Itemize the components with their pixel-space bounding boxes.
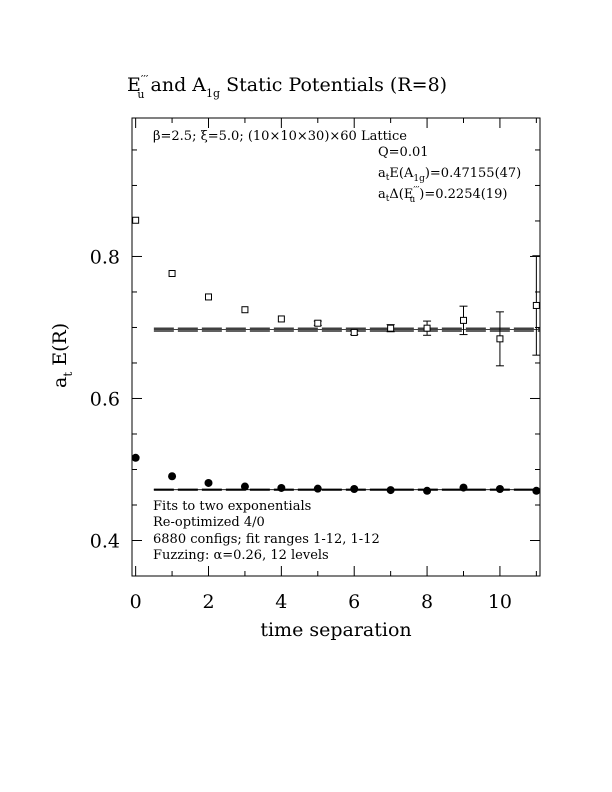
data-point-circle <box>240 482 249 491</box>
data-point-circle <box>350 485 359 494</box>
y-axis-label: at E(R) <box>49 323 75 388</box>
data-point-square <box>168 270 176 278</box>
data-point-circle <box>459 483 468 492</box>
data-point-circle <box>386 486 395 495</box>
note-line: 6880 configs; fit ranges 1-12, 1-12 <box>153 532 380 547</box>
lattice-info: β=2.5; ξ=5.0; (10×10×30)×60 Lattice <box>153 129 407 144</box>
y-tick-label: 0.6 <box>90 388 120 410</box>
data-point-circle <box>204 478 213 487</box>
x-tick-label: 10 <box>488 591 512 613</box>
data-point-square <box>277 315 285 323</box>
data-point-circle <box>423 486 432 495</box>
x-tick-labels: 0 2 4 6 8 10 <box>130 591 512 613</box>
x-tick-label: 0 <box>130 591 142 613</box>
x-tick-label: 2 <box>202 591 214 613</box>
data-point-square <box>350 328 358 336</box>
data-point-circle <box>131 453 140 462</box>
data-point-circle <box>313 484 322 493</box>
plot-frame <box>131 117 541 577</box>
data-point-square <box>314 319 322 327</box>
note-line: Fuzzing: α=0.26, 12 levels <box>153 548 329 563</box>
note-line: Fits to two exponentials <box>153 499 311 514</box>
data-point-circle <box>532 486 541 495</box>
x-axis-label: time separation <box>260 619 411 641</box>
x-tick-label: 6 <box>348 591 360 613</box>
axis-ticks <box>132 118 540 577</box>
data-point-square <box>496 335 504 343</box>
y-tick-label: 0.4 <box>90 530 120 552</box>
y-tick-labels: 0.4 0.6 0.8 <box>90 246 120 552</box>
y-tick-label: 0.8 <box>90 246 120 268</box>
x-tick-label: 4 <box>275 591 287 613</box>
fit-delta: atΔ(E′′′ u)=0.2254(19) <box>378 186 507 205</box>
data-point-square <box>532 301 540 309</box>
data-point-circle <box>277 483 286 492</box>
data-point-circle <box>495 485 504 494</box>
data-point-square <box>387 324 395 332</box>
x-tick-label: 8 <box>421 591 433 613</box>
note-line: Re-optimized 4/0 <box>153 515 265 530</box>
data-point-square <box>460 316 467 324</box>
data-point-square <box>423 324 431 332</box>
fit-q: Q=0.01 <box>378 145 429 160</box>
fit-energy: atE(A1g)=0.47155(47) <box>378 166 521 184</box>
data-marks <box>131 216 541 495</box>
chart-title: E′′′ u and A1g Static Potentials (R=8) <box>127 73 447 101</box>
data-point-square <box>132 216 140 224</box>
data-point-square <box>241 306 249 314</box>
data-point-square <box>205 293 212 301</box>
data-point-circle <box>168 472 177 481</box>
fit-lines <box>153 327 540 491</box>
